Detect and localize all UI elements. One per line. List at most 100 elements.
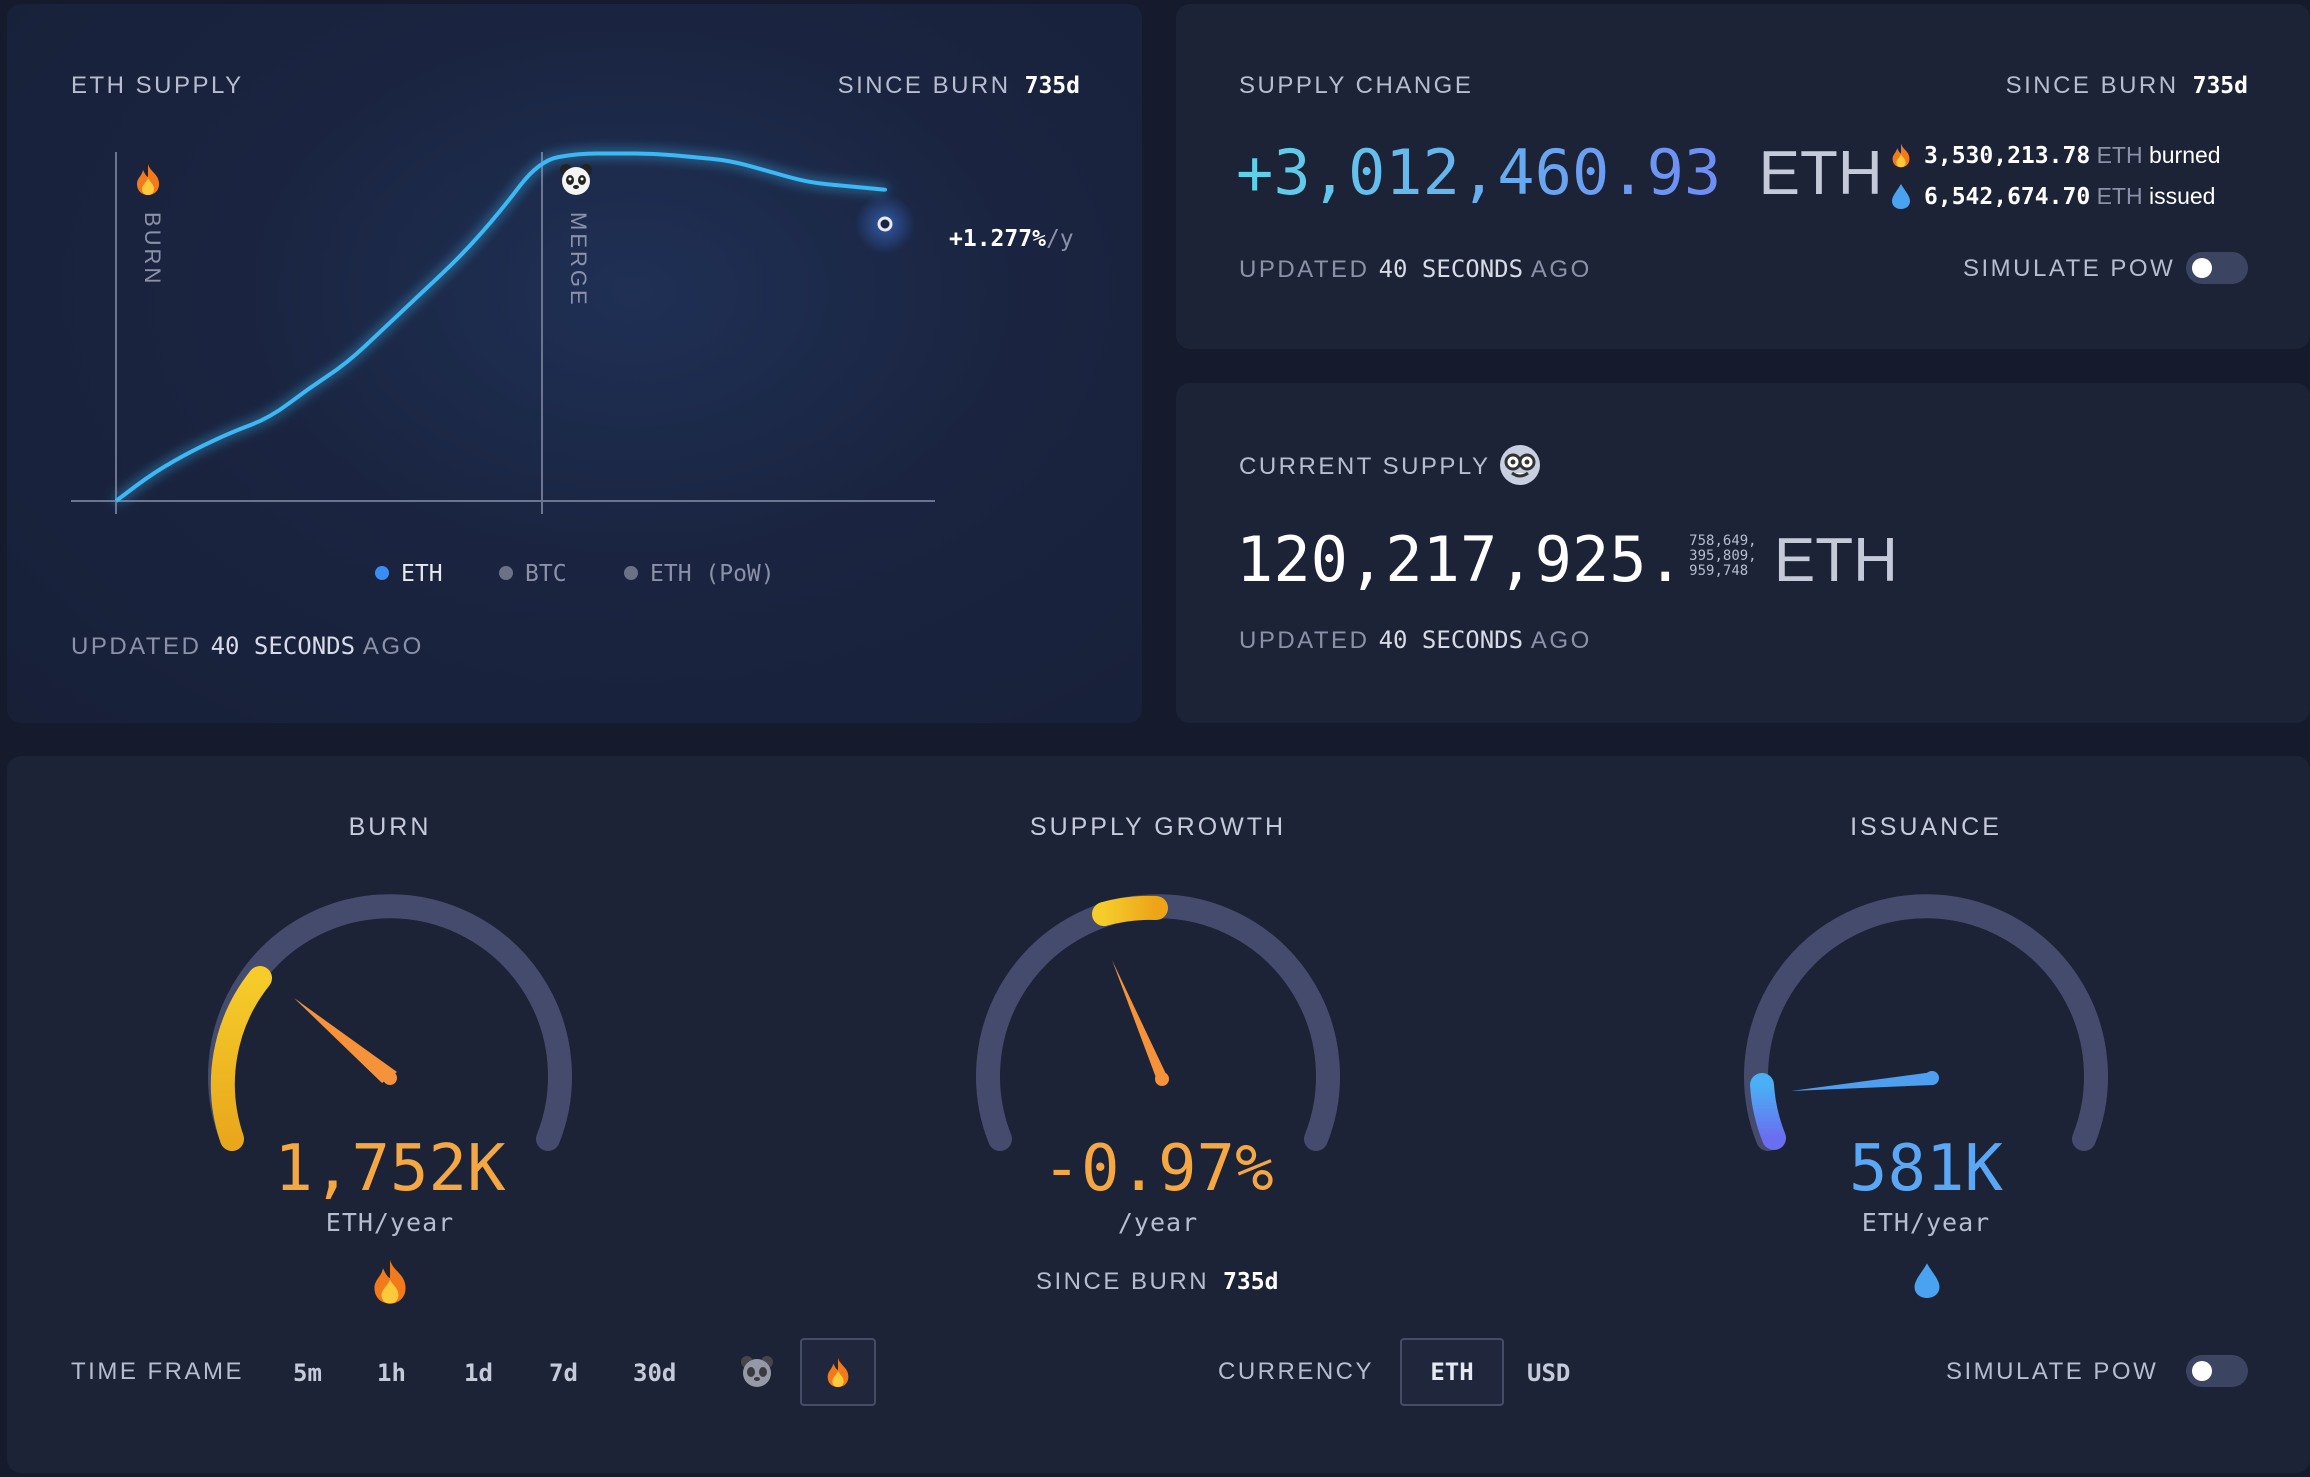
growth-gauge bbox=[976, 894, 1340, 1151]
updated-suffix: AGO bbox=[1530, 627, 1592, 654]
merge-marker-label: MERGE bbox=[566, 212, 591, 308]
panda-icon bbox=[559, 162, 593, 196]
current-supply-title: CURRENT SUPPLY bbox=[1239, 453, 1491, 480]
issuance-gauge-hub bbox=[1925, 1071, 1939, 1085]
eth-supply-card: ETH SUPPLY SINCE BURN 735d BURN MERGE bbox=[7, 4, 1142, 723]
growth-gauge-hub bbox=[1155, 1072, 1169, 1086]
growth-gauge-unit: /year bbox=[1117, 1208, 1199, 1237]
current-supply-value: 120,217,925. 758,649, 395,809, 959,748 E… bbox=[1236, 523, 1898, 596]
burned-row: 3,530,213.78 ETH burned bbox=[1888, 141, 2221, 169]
burn-gauge-value: 1,752K bbox=[274, 1132, 506, 1206]
legend-eth-pow[interactable]: ETH (PoW) bbox=[624, 561, 775, 587]
supply-change-updated: UPDATED 40 SECONDS AGO bbox=[1239, 255, 1592, 284]
growth-gauge-value: -0.97% bbox=[1042, 1132, 1274, 1206]
since-value: 735d bbox=[1223, 1269, 1279, 1295]
updated-suffix: AGO bbox=[1530, 256, 1592, 283]
since-value: 735d bbox=[2192, 73, 2248, 99]
supply-change-number: +3,012,460.93 bbox=[1236, 136, 1722, 209]
since-label: SINCE BURN bbox=[2005, 72, 2179, 99]
burn-gauge-title: BURN bbox=[348, 813, 432, 841]
issued-unit: ETH bbox=[2096, 183, 2143, 209]
annotation-value: +1.277% bbox=[949, 226, 1046, 252]
currency-eth-button[interactable]: ETH bbox=[1400, 1338, 1504, 1406]
supply-change-card: SUPPLY CHANGE SINCE BURN 735d +3,012,460.… bbox=[1176, 4, 2310, 349]
series-end-point[interactable] bbox=[877, 216, 893, 232]
legend-eth-dot bbox=[375, 566, 389, 580]
chart-updated: UPDATED 40 SECONDS AGO bbox=[71, 632, 424, 661]
burn-gauge-fill bbox=[210, 966, 272, 1151]
since-value: 735d bbox=[1024, 73, 1080, 99]
burned-value: 3,530,213.78 bbox=[1924, 143, 2091, 169]
supply-change-since: SINCE BURN 735d bbox=[2006, 72, 2248, 100]
currency-usd-button[interactable]: USD bbox=[1527, 1359, 1571, 1387]
eth-series-line bbox=[114, 151, 888, 503]
issuance-gauge-fill bbox=[1750, 1073, 1786, 1150]
legend-eth[interactable]: ETH bbox=[375, 561, 443, 587]
supply-change-value: +3,012,460.93 ETH bbox=[1236, 136, 1883, 209]
burn-gauge-track bbox=[208, 894, 572, 1151]
updated-prefix: UPDATED bbox=[71, 633, 202, 660]
issued-value: 6,542,674.70 bbox=[1924, 184, 2091, 210]
droplet-icon bbox=[1892, 184, 1910, 209]
supply-fraction-line-1: 758,649, bbox=[1689, 533, 1757, 549]
legend-btc-label: BTC bbox=[525, 561, 567, 587]
timeframe-merge-button[interactable] bbox=[740, 1354, 774, 1388]
issuance-gauge-title: ISSUANCE bbox=[1850, 813, 2002, 841]
nerd-face-icon bbox=[1498, 443, 1542, 487]
legend-btc-dot bbox=[499, 566, 513, 580]
timeframe-7d[interactable]: 7d bbox=[549, 1359, 578, 1387]
eth-supply-since: SINCE BURN 735d bbox=[838, 72, 1080, 100]
issuance-gauge bbox=[1744, 894, 2108, 1151]
updated-value: 40 SECONDS bbox=[210, 632, 356, 660]
legend-eth-pow-dot bbox=[624, 566, 638, 580]
legend-eth-label: ETH bbox=[401, 561, 443, 587]
timeframe-1d[interactable]: 1d bbox=[464, 1359, 493, 1387]
timeframe-since-burn-button[interactable] bbox=[800, 1338, 876, 1406]
burn-gauge-unit: ETH/year bbox=[325, 1208, 455, 1237]
simulate-pow-toggle-top[interactable] bbox=[2186, 252, 2248, 284]
issuance-gauge-track bbox=[1744, 894, 2108, 1151]
growth-gauge-needle bbox=[1112, 960, 1166, 1083]
issuance-gauge-unit: ETH/year bbox=[1861, 1208, 1991, 1237]
droplet-icon bbox=[1909, 1256, 1945, 1304]
simulate-pow-toggle[interactable] bbox=[2186, 1355, 2248, 1387]
burn-gauge bbox=[208, 894, 572, 1151]
supply-fraction-line-3: 959,748 bbox=[1689, 563, 1749, 579]
timeframe-1h[interactable]: 1h bbox=[377, 1359, 406, 1387]
updated-value: 40 SECONDS bbox=[1378, 255, 1524, 283]
growth-gauge-fill bbox=[1092, 895, 1168, 926]
eth-supply-title: ETH SUPPLY bbox=[71, 72, 244, 99]
since-label: SINCE BURN bbox=[1036, 1268, 1210, 1295]
updated-suffix: AGO bbox=[362, 633, 424, 660]
growth-gauge-track bbox=[976, 894, 1340, 1151]
burned-unit: ETH bbox=[2096, 142, 2143, 168]
simulate-pow-label: SIMULATE PoW bbox=[1946, 1358, 2159, 1385]
fire-icon bbox=[131, 162, 165, 196]
simulate-pow-label-top: SIMULATE PoW bbox=[1963, 255, 2176, 282]
updated-prefix: UPDATED bbox=[1239, 256, 1370, 283]
legend-eth-pow-label: ETH (PoW) bbox=[650, 561, 775, 587]
burn-gauge-needle bbox=[294, 998, 397, 1083]
supply-change-title: SUPPLY CHANGE bbox=[1239, 72, 1474, 99]
supply-chart[interactable] bbox=[7, 4, 1142, 723]
timeframe-30d[interactable]: 30d bbox=[633, 1359, 677, 1387]
issued-label: issued bbox=[2148, 183, 2216, 209]
supply-fraction: 758,649, 395,809, 959,748 bbox=[1689, 534, 1756, 579]
supply-fraction-line-2: 395,809, bbox=[1689, 548, 1757, 564]
timeframe-label: TIME FRAME bbox=[71, 1358, 244, 1385]
supply-unit: ETH bbox=[1773, 526, 1898, 595]
issuance-gauge-value: 581K bbox=[1848, 1132, 2004, 1206]
growth-since: SINCE BURN 735d bbox=[1036, 1268, 1278, 1296]
burn-marker-label: BURN bbox=[140, 212, 165, 287]
issuance-gauge-needle bbox=[1791, 1072, 1933, 1091]
since-label: SINCE BURN bbox=[837, 72, 1011, 99]
burn-gauge-hub bbox=[383, 1071, 397, 1085]
legend-btc[interactable]: BTC bbox=[499, 561, 567, 587]
supply-integer: 120,217,925. bbox=[1236, 523, 1684, 596]
fire-icon bbox=[827, 1357, 849, 1388]
growth-annotation: +1.277%/y bbox=[949, 226, 1074, 252]
timeframe-5m[interactable]: 5m bbox=[293, 1359, 322, 1387]
currency-label: CURRENCY bbox=[1218, 1358, 1375, 1385]
fire-icon bbox=[1892, 143, 1910, 168]
issued-row: 6,542,674.70 ETH issued bbox=[1888, 182, 2215, 210]
